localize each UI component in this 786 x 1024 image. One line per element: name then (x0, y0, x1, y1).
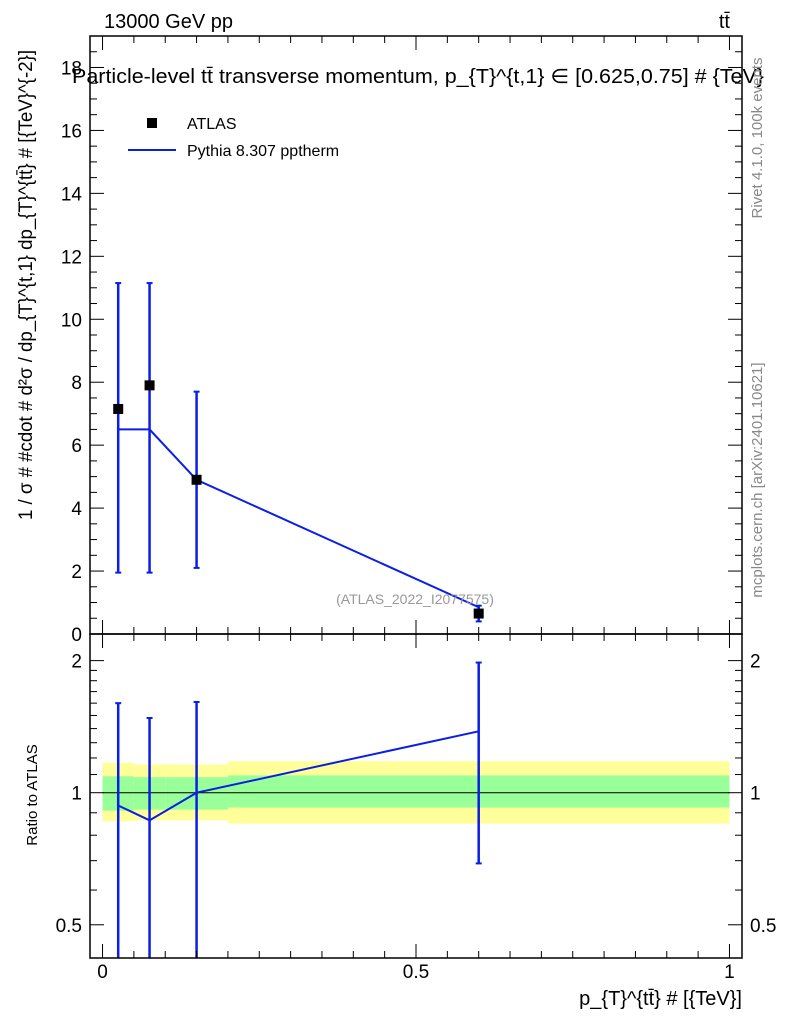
mcplots-label: mcplots.cern.ch [arXiv:2401.10621] (749, 362, 766, 597)
rivet-version-label: Rivet 4.1.0, 100k events (749, 58, 766, 219)
main-content-group (113, 282, 484, 623)
ratio-ytick-label-right: 2 (750, 652, 761, 673)
header-right-label: tt̄ (719, 11, 731, 33)
legend-data-marker (147, 118, 157, 128)
legend-mc-label: Pythia 8.307 pptherm (187, 143, 339, 160)
ratio-ytick-label-left: 0.5 (56, 916, 82, 937)
main-ytick-label: 2 (71, 562, 82, 583)
legend-data-label: ATLAS (187, 116, 237, 133)
mc-line (118, 428, 480, 609)
main-title: Particle-level tt̄ transverse momentum, … (72, 66, 764, 88)
ratio-y-axis-label: Ratio to ATLAS (24, 744, 41, 845)
main-ytick-label: 18 (61, 58, 82, 79)
x-axis-label: p_{T}^{tt̄} # [{TeV}] (579, 988, 742, 1010)
main-ytick-label: 6 (71, 436, 82, 457)
ratio-ytick-label-left: 2 (71, 652, 82, 673)
main-ytick-label: 0 (71, 625, 82, 646)
x-tick-label: 1 (724, 962, 735, 983)
data-point-3 (473, 608, 484, 619)
data-point-0 (113, 403, 124, 414)
main-y-axis-label: 1 / σ # #cdot # d²σ / dp_{T}^{t,1} dp_{T… (16, 50, 37, 520)
x-tick-label: 0 (97, 962, 108, 983)
analysis-watermark: (ATLAS_2022_I2077575) (336, 591, 494, 607)
header-left-label: 13000 GeV pp (104, 11, 233, 33)
ratio-content-group (102, 661, 730, 958)
main-ytick-label: 16 (61, 121, 82, 142)
data-point-2 (191, 474, 202, 485)
main-ytick-label: 8 (71, 373, 82, 394)
main-ytick-label: 10 (61, 310, 82, 331)
ratio-ytick-label-right: 0.5 (750, 916, 776, 937)
legend: ATLAS Pythia 8.307 pptherm (128, 116, 339, 160)
data-point-1 (144, 380, 155, 391)
ratio-mc-line (117, 730, 479, 822)
main-ytick-label: 4 (71, 499, 82, 520)
main-ytick-label: 14 (61, 184, 83, 205)
main-ytick-label: 12 (61, 247, 82, 268)
x-tick-label: 0.5 (403, 962, 429, 983)
ratio-ytick-label-left: 1 (71, 784, 82, 805)
ratio-ytick-label-right: 1 (750, 784, 761, 805)
